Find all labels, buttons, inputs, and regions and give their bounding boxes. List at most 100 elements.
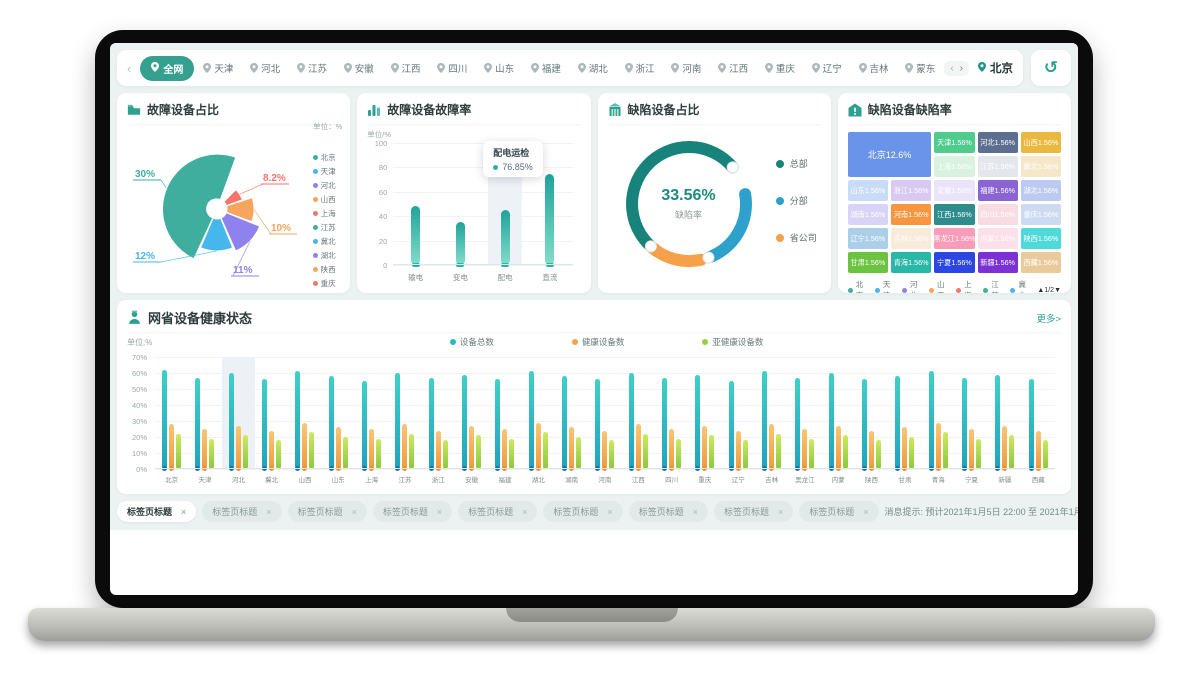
bar-group[interactable] bbox=[655, 357, 688, 471]
bar[interactable] bbox=[1035, 430, 1041, 469]
bar-group[interactable] bbox=[388, 357, 421, 471]
bar[interactable] bbox=[462, 374, 468, 469]
legend-item[interactable]: 上海 bbox=[312, 208, 337, 219]
legend-item[interactable]: 江苏 bbox=[312, 222, 337, 233]
bar[interactable] bbox=[269, 430, 275, 469]
bar[interactable] bbox=[476, 435, 482, 469]
treemap-tile[interactable]: 浙江1.56% bbox=[891, 180, 932, 201]
treemap-tile[interactable]: 河南1.56% bbox=[891, 204, 932, 225]
bar[interactable] bbox=[455, 222, 465, 265]
nav-tab[interactable]: 山东 bbox=[484, 61, 514, 75]
bar[interactable] bbox=[195, 377, 201, 469]
bar[interactable] bbox=[642, 433, 648, 469]
bar[interactable] bbox=[942, 432, 948, 469]
nav-tab[interactable]: 安徽 bbox=[343, 61, 374, 75]
bar-group[interactable] bbox=[255, 357, 288, 471]
page-tab[interactable]: 标签页标题 × bbox=[202, 501, 282, 522]
bar[interactable] bbox=[895, 376, 901, 469]
bar[interactable] bbox=[335, 427, 341, 469]
nav-tab[interactable]: 辽宁 bbox=[811, 61, 842, 75]
bar[interactable] bbox=[676, 438, 682, 469]
tab-close-icon[interactable]: × bbox=[607, 506, 613, 517]
bar[interactable] bbox=[935, 422, 941, 469]
bar[interactable] bbox=[469, 425, 475, 469]
bar[interactable] bbox=[962, 377, 968, 469]
treemap-tile[interactable]: 上海1.56% bbox=[934, 156, 975, 177]
nav-pager-prev-icon[interactable]: ‹ bbox=[950, 62, 954, 74]
treemap-tile[interactable]: 甘肃1.56% bbox=[847, 252, 888, 273]
legend-item[interactable]: 山西 bbox=[312, 194, 337, 205]
legend-item[interactable]: 设备总数 bbox=[449, 336, 494, 348]
legend-item[interactable]: 天津 bbox=[874, 279, 897, 293]
bar[interactable] bbox=[876, 440, 882, 469]
page-tab[interactable]: 标签页标题 × bbox=[628, 501, 708, 522]
bar-group[interactable] bbox=[822, 357, 855, 471]
bar[interactable] bbox=[835, 425, 841, 469]
legend-item[interactable]: 健康设备数 bbox=[571, 336, 624, 348]
legend-item[interactable]: 湖北 bbox=[312, 250, 337, 261]
bar[interactable] bbox=[228, 373, 234, 469]
bar-group[interactable] bbox=[988, 357, 1021, 471]
bar-group[interactable] bbox=[755, 357, 788, 471]
bar-group[interactable] bbox=[788, 357, 821, 471]
bar[interactable] bbox=[209, 438, 215, 469]
treemap-tile[interactable]: 新疆1.56% bbox=[977, 252, 1018, 273]
treemap-tile[interactable]: 湖北1.56% bbox=[1020, 180, 1061, 201]
bar[interactable] bbox=[362, 380, 368, 469]
tab-close-icon[interactable]: × bbox=[351, 506, 357, 517]
legend-item[interactable]: 天津 bbox=[312, 166, 337, 177]
pie-slice[interactable] bbox=[199, 217, 234, 252]
bar[interactable] bbox=[435, 430, 441, 469]
donut-arc[interactable] bbox=[644, 240, 707, 268]
treemap-tile[interactable]: 西藏1.56% bbox=[1020, 252, 1061, 273]
nav-tab[interactable]: 江西 bbox=[390, 61, 421, 75]
nav-tab[interactable]: 江苏 bbox=[296, 61, 327, 75]
treemap-tile[interactable]: 天津1.56% bbox=[934, 132, 975, 153]
bar[interactable] bbox=[428, 377, 434, 469]
legend-item[interactable]: 上海 bbox=[956, 279, 978, 293]
bar-group[interactable] bbox=[188, 357, 221, 471]
treemap-tile[interactable]: 山西1.56% bbox=[1020, 132, 1061, 153]
bar[interactable] bbox=[569, 427, 575, 469]
bar-group[interactable] bbox=[922, 357, 955, 471]
nav-tab[interactable]: 重庆 bbox=[764, 61, 795, 75]
bar[interactable] bbox=[702, 425, 708, 469]
bar[interactable] bbox=[628, 373, 634, 469]
treemap-tile[interactable]: 湖南1.56% bbox=[847, 204, 888, 225]
bar[interactable] bbox=[1002, 425, 1008, 469]
legend-item[interactable]: 总部 bbox=[775, 157, 817, 170]
pie-slice[interactable] bbox=[223, 188, 244, 207]
bar[interactable] bbox=[169, 424, 175, 469]
bar[interactable] bbox=[735, 430, 741, 469]
bar-group[interactable] bbox=[488, 357, 521, 471]
bar[interactable] bbox=[595, 379, 601, 469]
bar[interactable] bbox=[495, 379, 501, 469]
bar[interactable] bbox=[1042, 440, 1048, 469]
bar[interactable] bbox=[202, 429, 208, 469]
nav-tab[interactable]: 湖北 bbox=[577, 61, 608, 75]
legend-item[interactable]: 北京 bbox=[847, 279, 870, 293]
bar[interactable] bbox=[769, 424, 775, 469]
legend-item[interactable]: 分部 bbox=[775, 194, 817, 207]
bar[interactable] bbox=[309, 432, 315, 469]
bar-group[interactable] bbox=[555, 357, 588, 471]
legend-item[interactable]: 陕西 bbox=[312, 264, 337, 275]
treemap-tile[interactable]: 安徽1.56% bbox=[934, 180, 975, 201]
bar[interactable] bbox=[502, 429, 508, 469]
back-button[interactable]: ↺ bbox=[1031, 50, 1071, 86]
bar-group[interactable] bbox=[855, 357, 888, 471]
treemap-tile[interactable]: 黑龙江1.56% bbox=[934, 228, 975, 249]
bar[interactable] bbox=[609, 440, 615, 469]
bar[interactable] bbox=[509, 438, 515, 469]
bar[interactable] bbox=[976, 438, 982, 469]
bar-group[interactable] bbox=[322, 357, 355, 471]
page-tab[interactable]: 标签页标题 × bbox=[458, 501, 538, 522]
bar-group[interactable] bbox=[221, 357, 255, 471]
treemap-tile[interactable]: 内蒙1.56% bbox=[977, 228, 1018, 249]
bar[interactable] bbox=[411, 206, 421, 265]
bar[interactable] bbox=[369, 429, 375, 469]
bar[interactable] bbox=[328, 376, 334, 469]
bar-group[interactable] bbox=[688, 357, 721, 471]
bar-group[interactable] bbox=[955, 357, 988, 471]
page-tab[interactable]: 标签页标题 × bbox=[372, 501, 453, 522]
